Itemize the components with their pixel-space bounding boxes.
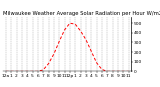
Text: Milwaukee Weather Average Solar Radiation per Hour W/m2 (Last 24 Hours): Milwaukee Weather Average Solar Radiatio…: [3, 11, 160, 16]
